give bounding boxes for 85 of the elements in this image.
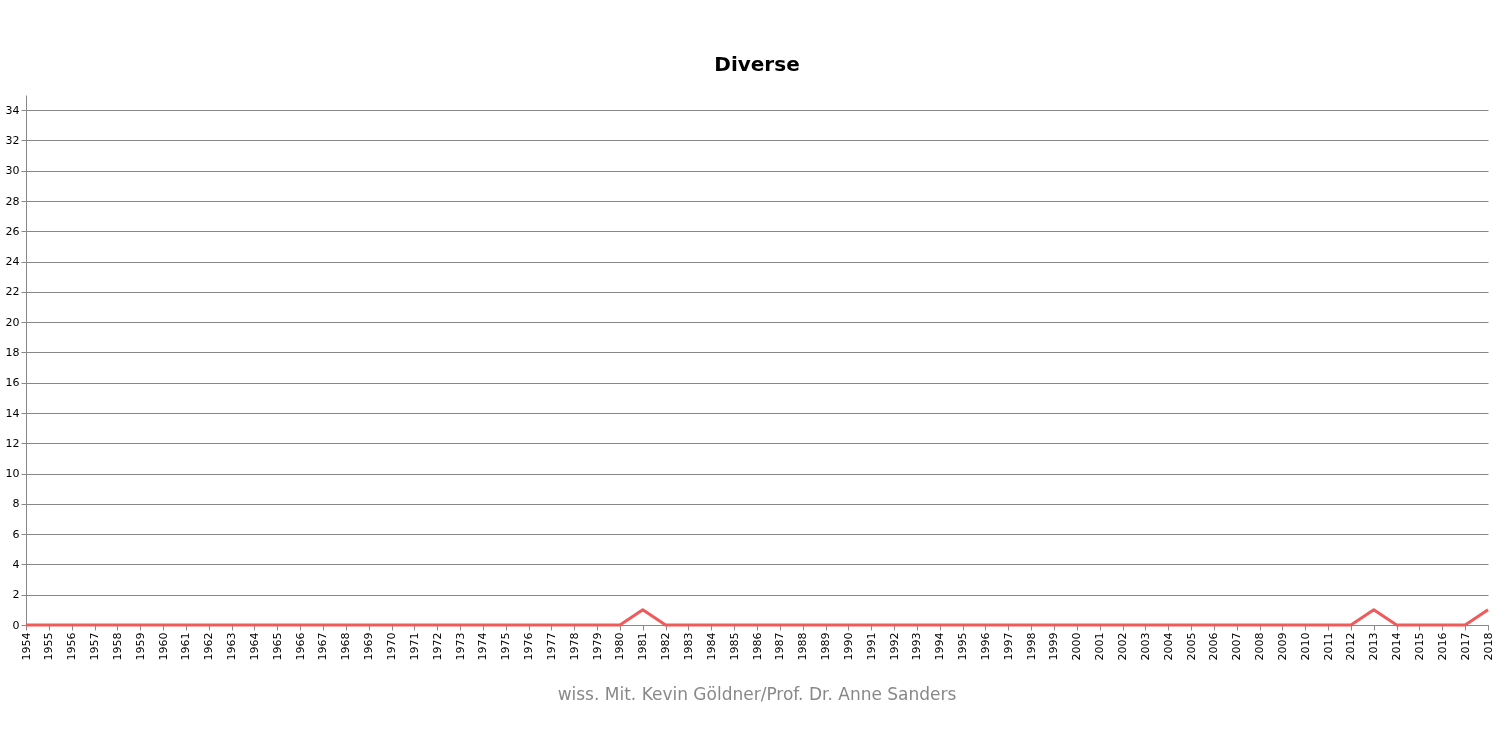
- y-tick-label: 6: [12, 527, 20, 541]
- x-tick-label: 1962: [202, 632, 216, 661]
- x-tick-label: 1972: [430, 632, 444, 661]
- y-tick-label: 22: [5, 285, 20, 299]
- x-tick-label: 1976: [522, 632, 536, 661]
- x-tick-label: 1998: [1024, 632, 1038, 661]
- x-tick-label: 2015: [1412, 632, 1426, 661]
- x-tick-label: 1957: [88, 632, 102, 661]
- x-tick-label: 1961: [179, 632, 193, 661]
- y-tick-label: 30: [5, 164, 20, 178]
- x-tick-label: 1982: [659, 632, 673, 661]
- x-tick-label: 2006: [1207, 632, 1221, 661]
- x-tick-label: 1960: [156, 632, 170, 661]
- y-tick-label: 0: [12, 618, 20, 632]
- y-tick-label: 10: [5, 467, 20, 481]
- x-tick-label: 1981: [636, 632, 650, 661]
- x-tick-label: 1997: [1001, 632, 1015, 661]
- y-tick-label: 24: [5, 255, 20, 269]
- y-tick-label: 32: [5, 133, 20, 147]
- x-tick-label: 1970: [385, 632, 398, 661]
- text: wiss. Mit. Kevin Göldner/Prof. Dr. Anne Sanders: [557, 684, 957, 704]
- x-tick-label: 1988: [796, 632, 810, 661]
- x-tick-label: 1958: [110, 632, 124, 661]
- x-tick-label: 2001: [1093, 632, 1107, 661]
- x-tick-label: 1991: [864, 632, 878, 661]
- x-tick-label: 1969: [362, 632, 376, 661]
- x-tick-label: 2009: [1275, 632, 1289, 661]
- x-tick-label: 1978: [567, 632, 581, 661]
- x-tick-label: 1989: [819, 632, 833, 661]
- x-tick-label: 1967: [316, 632, 330, 661]
- y-tick-label: 18: [5, 345, 20, 359]
- y-tick-label: 34: [5, 103, 20, 117]
- x-tick-label: 1994: [933, 632, 947, 661]
- x-tick-label: 2018: [1481, 632, 1495, 661]
- x-tick-label: 1987: [773, 632, 787, 661]
- x-tick-label: 1983: [681, 632, 695, 661]
- x-tick-label: 1966: [293, 632, 307, 661]
- y-tick-label: 14: [5, 406, 20, 420]
- y-tick-label: 26: [5, 224, 20, 238]
- x-tick-label: 1984: [704, 632, 718, 661]
- x-tick-label: 1992: [887, 632, 901, 661]
- x-tick-label: 2000: [1070, 632, 1084, 661]
- x-tick-label: 2008: [1253, 632, 1267, 661]
- x-tick-label: 2011: [1321, 632, 1335, 661]
- x-tick-label: 1956: [65, 632, 79, 661]
- x-tick-label: 1971: [407, 632, 421, 661]
- x-tick-label: 2005: [1184, 632, 1198, 661]
- x-tick-label: 1955: [42, 632, 56, 661]
- x-tick-label: 1986: [750, 632, 764, 661]
- x-tick-label: 1965: [270, 632, 284, 661]
- x-tick-label: 1973: [453, 632, 467, 661]
- x-tick-label: 1959: [133, 632, 147, 661]
- x-tick-label: 1985: [727, 632, 741, 661]
- y-tick-label: 4: [12, 557, 20, 571]
- x-tick-label: 1977: [544, 632, 558, 661]
- x-tick-label: 1999: [1047, 632, 1061, 661]
- x-tick-label: 1975: [499, 632, 513, 661]
- x-tick-label: 1980: [613, 632, 627, 661]
- x-tick-label: 1968: [339, 632, 353, 661]
- chart-title: Diverse: [714, 52, 800, 76]
- x-tick-label: 2017: [1458, 632, 1472, 661]
- x-tick-label: 2007: [1230, 632, 1244, 661]
- x-tick-label: 1979: [590, 632, 604, 661]
- y-tick-label: 8: [12, 497, 20, 511]
- x-tick-label: 1974: [476, 632, 490, 661]
- y-tick-label: 12: [5, 436, 20, 450]
- x-tick-label: 2014: [1390, 632, 1404, 661]
- x-tick-label: 2012: [1344, 632, 1358, 661]
- x-tick-label: 1995: [956, 632, 970, 661]
- x-tick-label: 2010: [1298, 632, 1312, 661]
- y-tick-label: 28: [5, 194, 20, 208]
- x-tick-label: 2004: [1161, 632, 1175, 661]
- y-tick-label: 2: [12, 588, 20, 602]
- x-tick-label: 1996: [978, 632, 992, 661]
- x-tick-label: 1990: [841, 632, 855, 661]
- y-tick-label: 16: [5, 376, 20, 390]
- x-tick-label: 1993: [910, 632, 924, 661]
- x-tick-label: 2003: [1138, 632, 1152, 661]
- x-tick-label: 2016: [1435, 632, 1449, 661]
- x-tick-label: 1954: [19, 632, 33, 661]
- x-tick-label: 1964: [247, 632, 261, 661]
- x-tick-label: 2002: [1116, 632, 1129, 661]
- x-tick-label: 1963: [225, 632, 239, 661]
- x-tick-label: 2013: [1367, 632, 1381, 661]
- y-tick-label: 20: [5, 315, 20, 329]
